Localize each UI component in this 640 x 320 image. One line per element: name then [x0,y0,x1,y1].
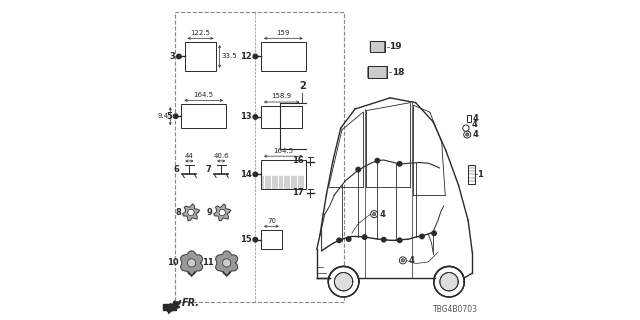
Text: 4: 4 [472,114,478,123]
Circle shape [463,125,469,131]
Circle shape [375,158,380,163]
Circle shape [397,162,402,166]
Text: 17: 17 [292,188,304,197]
Circle shape [466,133,468,136]
Polygon shape [440,273,458,291]
Bar [261,160,306,189]
Bar [467,165,475,184]
Text: 4: 4 [408,256,415,265]
Circle shape [177,54,181,59]
Text: 15: 15 [240,235,252,244]
Text: 18: 18 [392,68,404,77]
Text: FR.: FR. [181,298,200,308]
Text: 1: 1 [477,170,483,179]
Circle shape [223,259,231,267]
Circle shape [397,238,402,243]
Polygon shape [168,300,180,314]
Text: 40.6: 40.6 [213,153,229,159]
Text: 2: 2 [299,82,306,92]
Circle shape [464,131,470,138]
Text: 33.5: 33.5 [221,53,237,60]
Polygon shape [434,267,465,297]
Text: 16: 16 [292,156,304,165]
Polygon shape [182,204,200,221]
Text: 6: 6 [173,165,179,174]
Text: 11: 11 [202,259,214,268]
Text: 13: 13 [240,113,252,122]
Text: 9.4: 9.4 [157,113,169,119]
Text: 4: 4 [473,130,479,139]
Text: 19: 19 [389,42,402,52]
Text: 7: 7 [205,165,211,174]
Circle shape [346,237,351,241]
Polygon shape [335,273,353,291]
Polygon shape [180,251,202,275]
Text: 12: 12 [240,52,252,61]
Circle shape [399,257,406,264]
Bar [181,104,226,128]
Polygon shape [214,204,231,221]
Circle shape [337,238,341,243]
Text: 9: 9 [206,208,212,217]
Text: 10: 10 [167,259,179,268]
Bar [184,42,216,71]
Text: 159: 159 [276,30,290,36]
Circle shape [188,209,194,216]
Circle shape [356,167,360,172]
Text: 164.5: 164.5 [194,92,214,98]
Bar [261,42,306,71]
Circle shape [420,234,424,239]
Text: 4: 4 [471,120,477,130]
Circle shape [253,172,257,177]
Text: 122.5: 122.5 [191,30,211,36]
Circle shape [253,237,257,242]
Text: 4: 4 [380,210,386,219]
Circle shape [432,231,436,236]
Text: TBG4B0703: TBG4B0703 [433,305,478,314]
Text: 164.5: 164.5 [273,148,293,154]
Circle shape [253,115,257,119]
Text: 5: 5 [166,112,172,121]
Circle shape [219,209,225,216]
Text: 158.9: 158.9 [272,93,292,100]
Circle shape [362,235,367,239]
Circle shape [173,114,178,118]
Circle shape [371,211,378,218]
Bar [370,41,385,52]
Bar [261,230,282,249]
Circle shape [253,54,257,59]
Circle shape [401,259,404,262]
Polygon shape [216,251,237,275]
Bar [467,116,471,123]
Text: 14: 14 [240,170,252,179]
Circle shape [381,237,386,242]
Text: 8: 8 [175,208,180,217]
Text: 44: 44 [185,153,194,159]
Circle shape [372,212,376,216]
Bar [368,66,387,78]
Circle shape [188,259,196,267]
Bar [261,106,303,128]
Text: 70: 70 [267,218,276,224]
Polygon shape [163,304,176,310]
Polygon shape [328,267,359,297]
Bar [175,12,344,302]
Text: 3: 3 [170,52,175,61]
